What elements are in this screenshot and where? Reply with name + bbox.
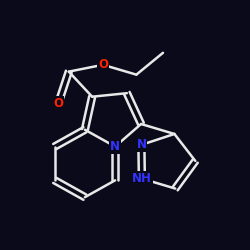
- Text: N: N: [136, 138, 146, 151]
- Text: N: N: [110, 140, 120, 153]
- Text: O: O: [53, 97, 63, 110]
- Text: O: O: [98, 58, 108, 71]
- Text: NH: NH: [132, 172, 152, 185]
